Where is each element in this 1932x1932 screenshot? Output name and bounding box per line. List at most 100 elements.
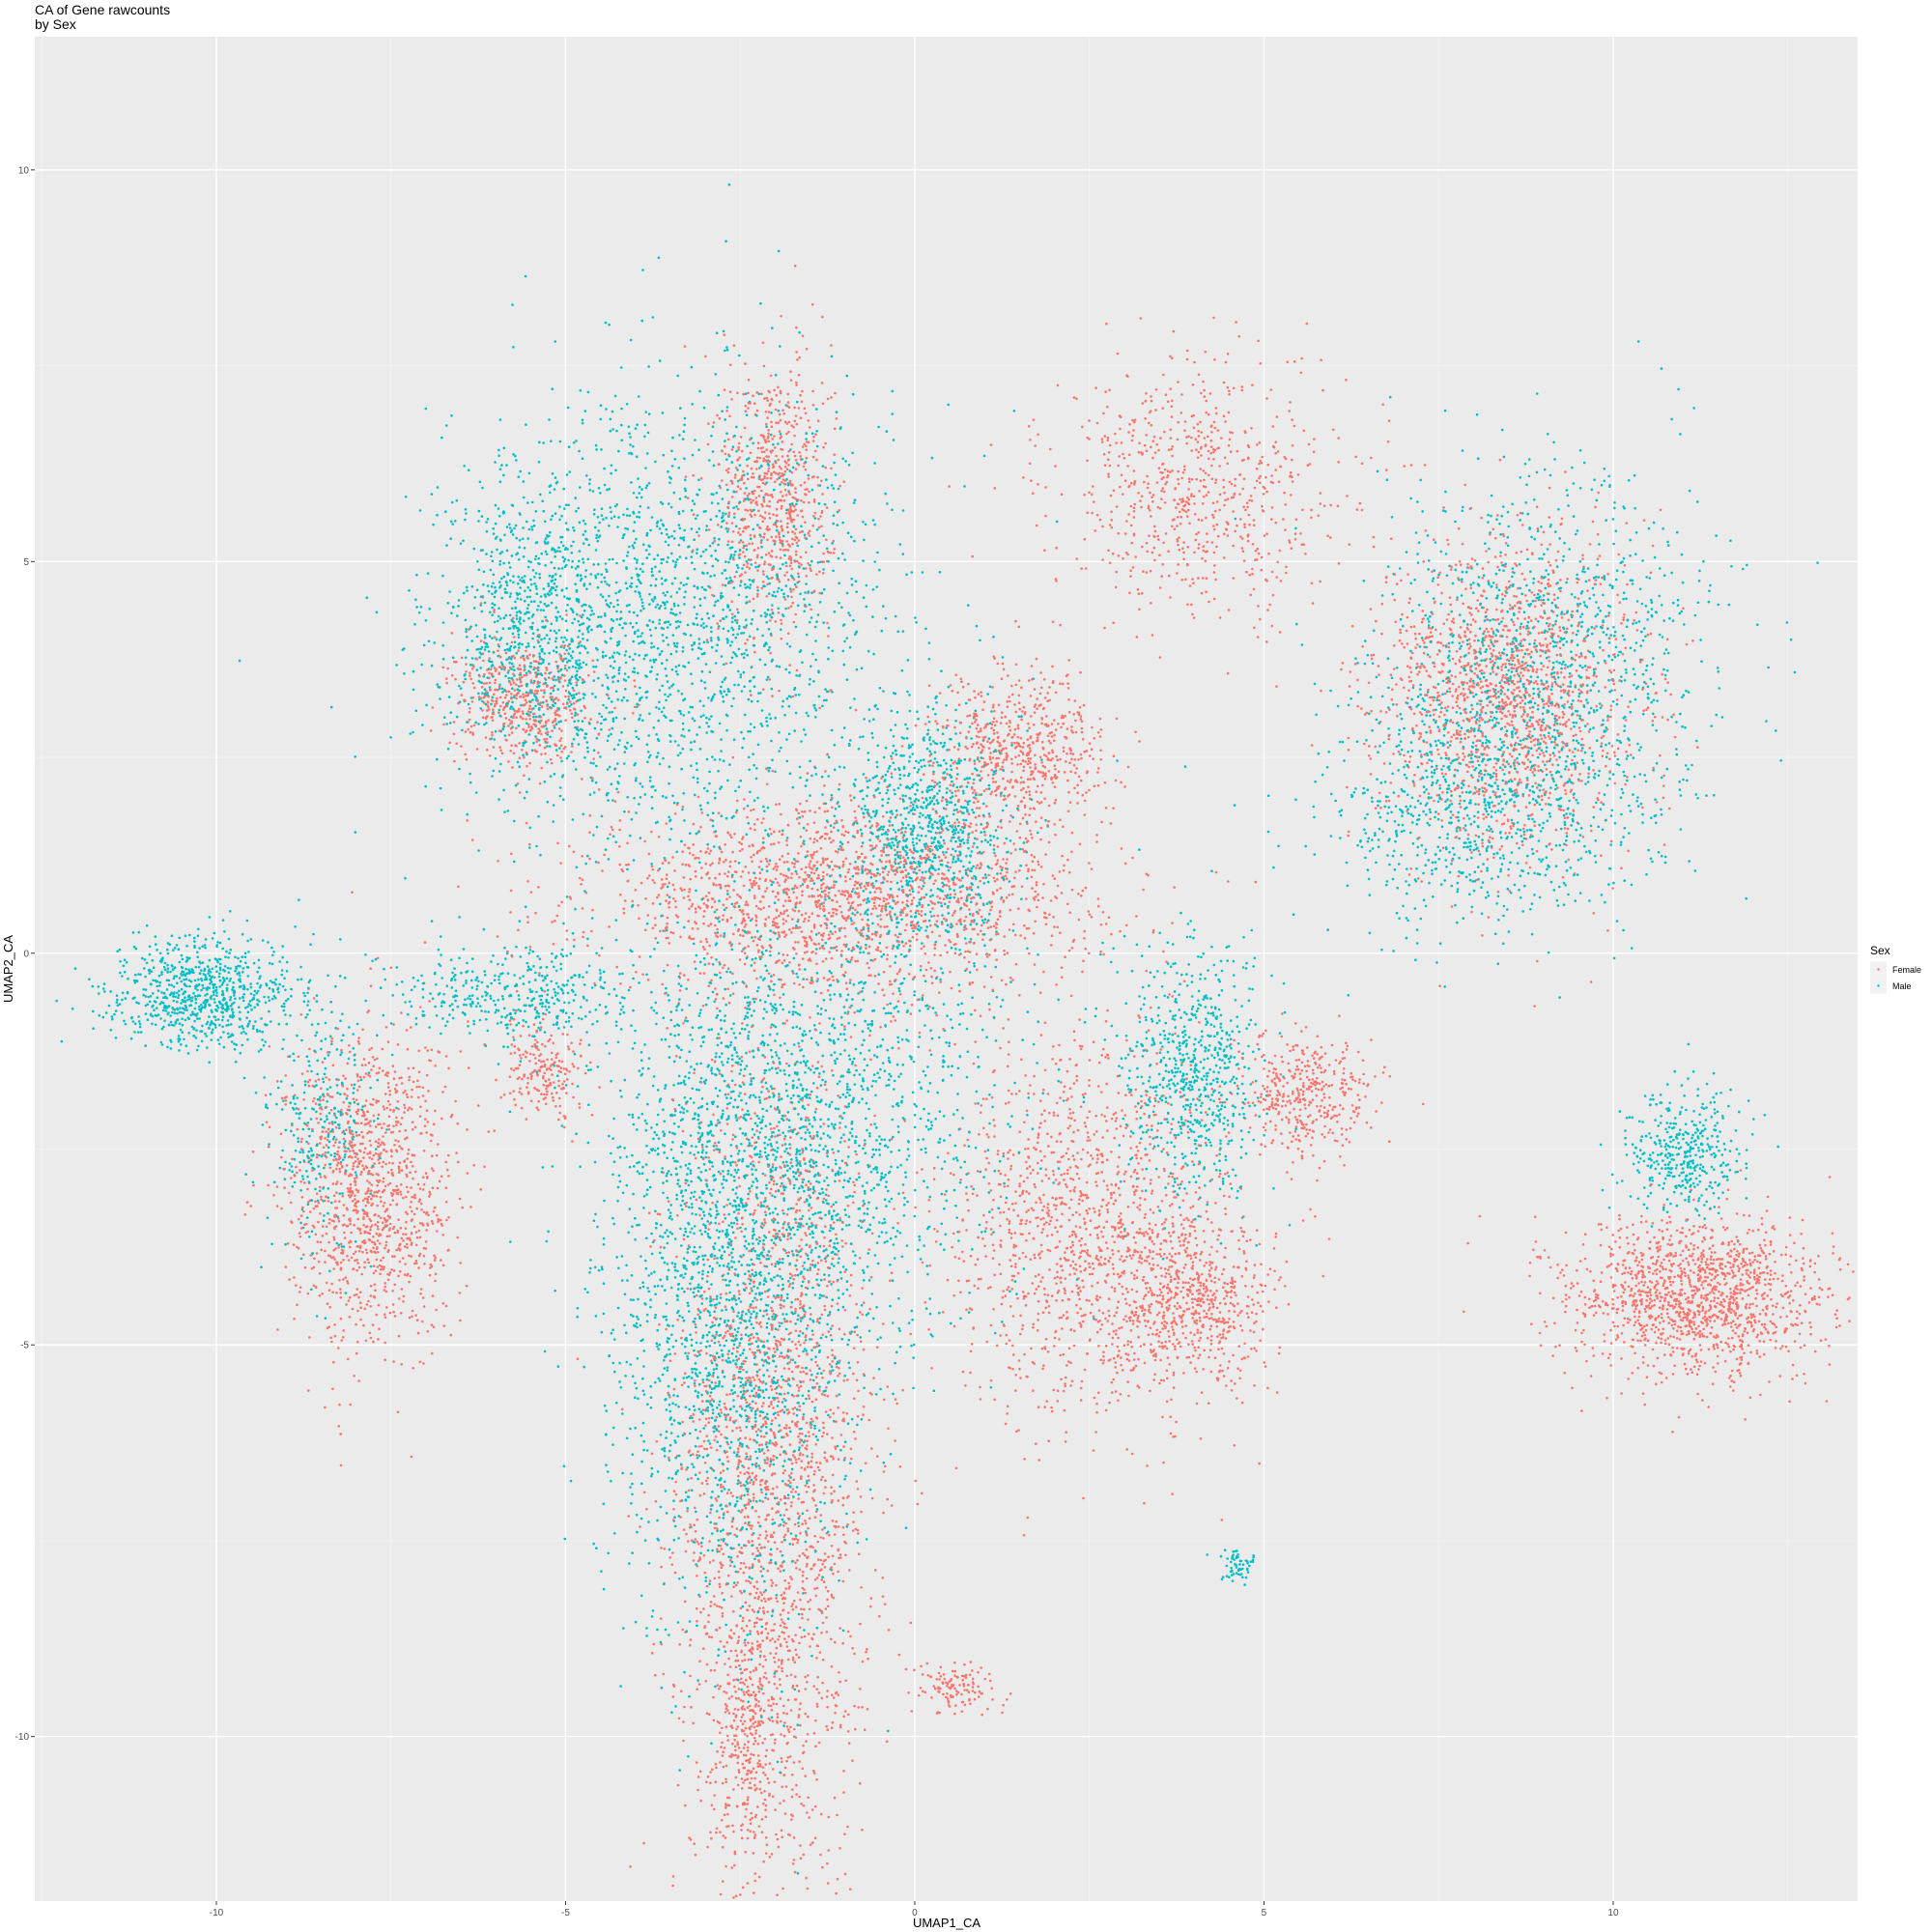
point-male: [735, 526, 738, 528]
point-female: [1015, 1093, 1018, 1095]
point-male: [1685, 764, 1688, 767]
point-male: [227, 956, 230, 959]
point-female: [962, 686, 965, 689]
point-female: [531, 1045, 534, 1048]
point-male: [526, 537, 529, 540]
point-female: [1123, 1344, 1126, 1347]
point-male: [625, 582, 628, 584]
point-female: [1568, 768, 1571, 771]
point-female: [1790, 1290, 1793, 1293]
point-female: [714, 1527, 717, 1530]
point-male: [696, 623, 699, 626]
point-male: [892, 1136, 895, 1139]
point-female: [805, 1125, 808, 1128]
point-female: [1175, 506, 1178, 509]
point-female: [891, 1271, 894, 1274]
point-female: [1019, 1315, 1022, 1318]
point-female: [1268, 1108, 1271, 1111]
point-male: [1364, 639, 1367, 642]
point-male: [716, 1297, 719, 1300]
point-male: [1399, 753, 1402, 756]
point-female: [446, 668, 449, 670]
point-male: [496, 631, 498, 634]
point-male: [587, 1103, 590, 1106]
point-female: [831, 807, 834, 810]
point-male: [1293, 913, 1295, 916]
point-female: [1765, 1231, 1768, 1234]
point-male: [759, 302, 762, 305]
point-male: [1241, 1107, 1244, 1110]
point-male: [889, 765, 892, 768]
point-male: [597, 586, 600, 589]
point-male: [144, 976, 147, 979]
point-female: [776, 1496, 779, 1499]
point-female: [357, 1080, 360, 1083]
point-male: [674, 613, 677, 616]
point-male: [877, 426, 880, 429]
point-female: [1542, 602, 1545, 605]
point-female: [1134, 555, 1137, 558]
point-male: [1662, 619, 1665, 622]
point-male: [1632, 1143, 1634, 1146]
point-male: [1463, 800, 1466, 803]
point-female: [1162, 1462, 1165, 1464]
point-male: [1488, 758, 1491, 761]
point-male: [765, 621, 768, 624]
point-male: [98, 992, 100, 995]
point-male: [567, 755, 570, 758]
point-female: [1112, 807, 1115, 810]
point-female: [853, 1653, 856, 1656]
point-female: [1792, 1364, 1795, 1367]
point-male: [651, 1253, 654, 1256]
point-female: [1689, 1229, 1691, 1232]
point-female: [744, 1093, 747, 1095]
point-female: [1151, 1250, 1154, 1253]
point-female: [786, 468, 789, 470]
point-male: [961, 1117, 964, 1120]
point-male: [854, 1024, 857, 1027]
point-female: [1482, 833, 1485, 836]
point-male: [638, 642, 640, 645]
point-male: [1633, 756, 1635, 759]
point-male: [636, 516, 639, 519]
point-female: [811, 1065, 814, 1067]
point-male: [1412, 842, 1415, 845]
point-female: [566, 938, 569, 941]
point-female: [770, 1188, 773, 1191]
point-male: [592, 490, 595, 493]
point-male: [865, 1152, 867, 1155]
point-female: [1665, 1377, 1668, 1379]
point-female: [1071, 1291, 1074, 1293]
point-female: [813, 1772, 816, 1775]
point-male: [1472, 696, 1475, 698]
point-female: [1146, 1124, 1149, 1127]
point-male: [810, 1188, 812, 1191]
point-male: [700, 624, 703, 627]
point-male: [1660, 1115, 1662, 1118]
point-female: [1422, 610, 1425, 612]
point-male: [885, 1085, 888, 1088]
point-male: [706, 1141, 709, 1144]
point-male: [945, 851, 948, 854]
point-male: [655, 733, 658, 736]
point-male: [570, 703, 573, 706]
point-female: [950, 894, 952, 896]
point-female: [1756, 1274, 1759, 1277]
point-male: [725, 729, 728, 732]
point-female: [697, 1776, 700, 1778]
point-female: [671, 1563, 674, 1566]
point-female: [1221, 1519, 1224, 1521]
point-male: [862, 1030, 865, 1033]
point-female: [837, 1406, 839, 1409]
point-female: [822, 1537, 825, 1540]
point-female: [1200, 1331, 1203, 1334]
point-female: [808, 419, 810, 422]
point-female: [1064, 1382, 1066, 1385]
point-male: [738, 862, 741, 865]
point-male: [746, 1065, 749, 1067]
point-male: [557, 1365, 560, 1368]
point-male: [594, 526, 597, 529]
point-male: [1459, 642, 1462, 645]
point-male: [1566, 494, 1569, 497]
point-male: [818, 1345, 821, 1348]
